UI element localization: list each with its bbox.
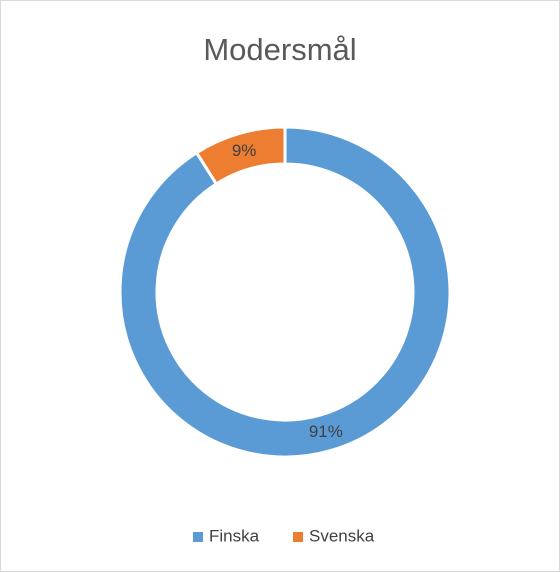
donut-segment [118,125,452,459]
legend-label: Svenska [309,526,375,545]
data-label: 91% [309,422,343,441]
legend-swatch [193,532,203,542]
donut-segment [194,125,287,186]
chart-title: Modersmål [203,32,356,67]
data-label: 9% [232,141,257,160]
legend-label: Finska [209,526,260,545]
legend-swatch [293,532,303,542]
